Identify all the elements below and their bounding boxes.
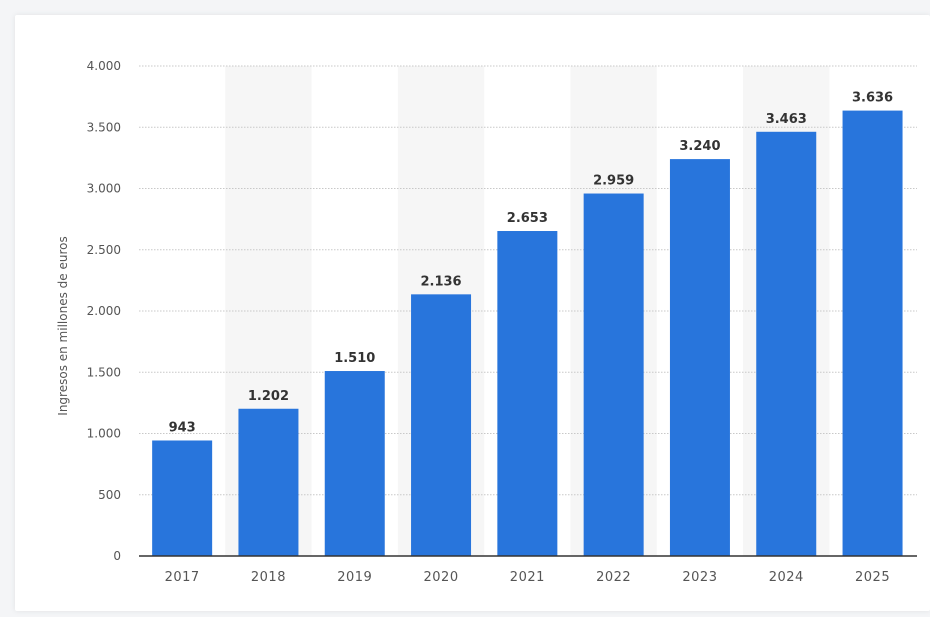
bar-chart: 05001.0001.5002.0002.5003.0003.5004.000 … — [56, 59, 917, 585]
x-tick-label-2024: 2024 — [769, 570, 804, 585]
data-label-2018: 1.202 — [248, 389, 289, 404]
y-tick-label: 3.000 — [87, 182, 121, 196]
x-tick-label-2021: 2021 — [510, 570, 545, 585]
y-tick-label: 3.500 — [87, 120, 121, 134]
y-tick-label: 4.000 — [87, 59, 121, 73]
x-tick-label-2023: 2023 — [682, 570, 717, 585]
data-label-2024: 3.463 — [766, 112, 807, 127]
bar-2019[interactable] — [324, 371, 385, 556]
y-tick-label: 500 — [98, 488, 121, 502]
data-label-2021: 2.653 — [507, 211, 548, 226]
x-tick-label-2022: 2022 — [596, 570, 631, 585]
y-tick-label: 2.000 — [87, 304, 121, 318]
y-tick-label: 1.500 — [87, 365, 121, 379]
bar-2022[interactable] — [583, 193, 644, 556]
x-tick-label-2018: 2018 — [251, 570, 286, 585]
bar-2020[interactable] — [411, 294, 472, 556]
x-tick-label-2017: 2017 — [165, 570, 200, 585]
y-tick-label: 1.000 — [87, 427, 121, 441]
bar-2017[interactable] — [152, 440, 213, 556]
x-axis-labels: 2017 2018 2019 2020 2021 2022 2023 2024 2025 — [165, 570, 890, 585]
x-tick-label-2019: 2019 — [337, 570, 372, 585]
x-tick-label-2025: 2025 — [855, 570, 890, 585]
bar-2024[interactable] — [756, 131, 817, 556]
bar-2023[interactable] — [669, 159, 730, 556]
data-label-2019: 1.510 — [334, 351, 375, 366]
data-label-2020: 2.136 — [420, 274, 461, 289]
chart-card: 0 500 1.000 1.500 2.000 2.500 3.000 3.500 4.000 … — [15, 15, 930, 611]
bar-2018[interactable] — [238, 408, 299, 556]
y-axis-ticks: 0 500 1.000 1.500 2.000 2.500 3.000 3.500 4.000 — [87, 59, 121, 563]
data-label-2022: 2.959 — [593, 174, 634, 189]
data-label-2017: 943 — [169, 420, 196, 435]
y-axis-title: Ingresos en millones de euros — [56, 236, 70, 415]
y-tick-label: 0 — [113, 549, 121, 563]
data-label-2025: 3.636 — [852, 91, 893, 106]
bars: 943 1.202 1.510 2.136 2.653 2.959 3.240 3.463 3.… — [152, 91, 903, 556]
y-tick-label: 2.500 — [87, 243, 121, 257]
bar-2025[interactable] — [842, 110, 903, 556]
x-tick-label-2020: 2020 — [424, 570, 459, 585]
data-label-2023: 3.240 — [679, 139, 720, 154]
bar-2021[interactable] — [497, 231, 558, 556]
